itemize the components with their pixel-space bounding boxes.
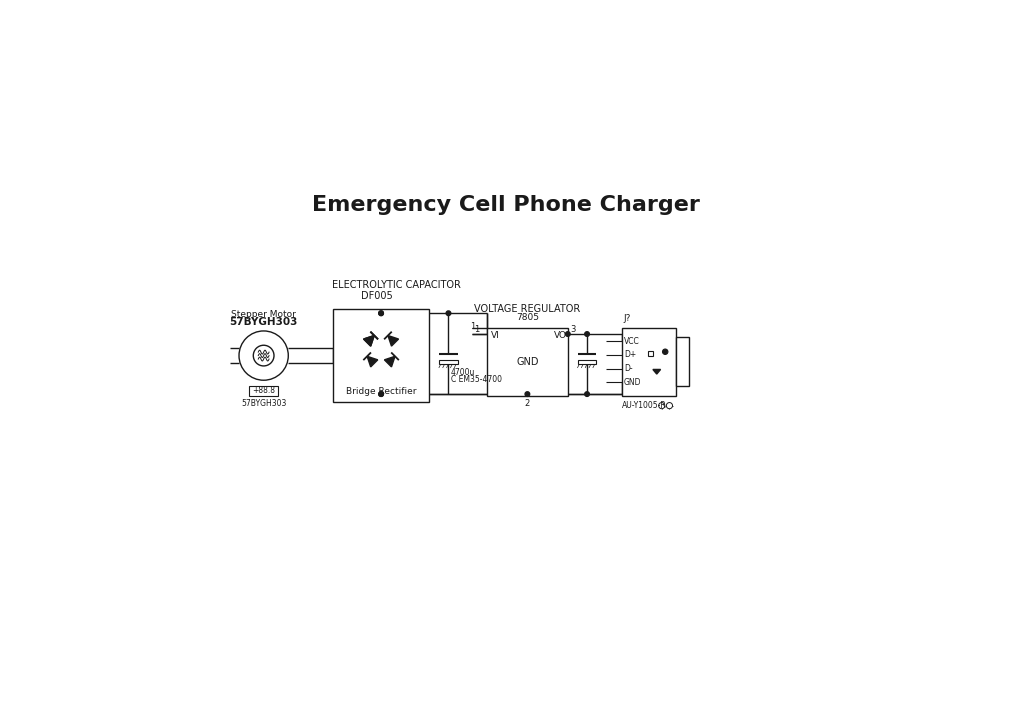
Text: VI: VI xyxy=(490,331,499,340)
Text: Emergency Cell Phone Charger: Emergency Cell Phone Charger xyxy=(312,196,701,215)
Circle shape xyxy=(666,402,672,409)
Text: 57BYGH303: 57BYGH303 xyxy=(229,316,298,327)
Text: 57BYGH303: 57BYGH303 xyxy=(241,399,286,408)
Bar xyxy=(648,351,653,356)
Text: Stepper Motor: Stepper Motor xyxy=(232,309,296,319)
Polygon shape xyxy=(388,336,398,346)
Text: J?: J? xyxy=(623,314,631,323)
Circle shape xyxy=(525,392,530,397)
Circle shape xyxy=(565,332,570,336)
Text: D-: D- xyxy=(624,364,633,373)
Text: 1: 1 xyxy=(470,322,475,331)
Text: DF005: DF005 xyxy=(361,291,393,301)
Text: 1: 1 xyxy=(474,325,479,334)
Text: 2: 2 xyxy=(525,399,530,408)
Bar xyxy=(487,328,568,395)
Polygon shape xyxy=(367,356,378,367)
Bar xyxy=(578,360,596,364)
Circle shape xyxy=(446,311,451,316)
Text: VCC: VCC xyxy=(624,337,640,346)
Text: 7805: 7805 xyxy=(516,313,539,321)
Circle shape xyxy=(379,311,383,316)
Text: VO: VO xyxy=(554,331,567,340)
Text: AU-Y1005-R: AU-Y1005-R xyxy=(622,401,666,410)
Circle shape xyxy=(379,311,383,316)
Text: D+: D+ xyxy=(624,351,636,360)
Text: GND: GND xyxy=(624,378,642,387)
Polygon shape xyxy=(364,336,374,346)
Text: GND: GND xyxy=(517,357,539,367)
Circle shape xyxy=(254,346,274,366)
Polygon shape xyxy=(364,336,374,346)
Text: C EM35-4700: C EM35-4700 xyxy=(451,375,501,384)
Text: 3: 3 xyxy=(570,325,575,334)
Bar xyxy=(249,385,278,395)
Circle shape xyxy=(658,402,665,409)
Text: ELECTROLYTIC CAPACITOR: ELECTROLYTIC CAPACITOR xyxy=(332,279,461,290)
Polygon shape xyxy=(384,356,395,367)
Circle shape xyxy=(584,332,589,336)
Text: Bridge Rectifier: Bridge Rectifier xyxy=(346,387,417,395)
Circle shape xyxy=(239,331,288,380)
Circle shape xyxy=(662,349,668,355)
Text: VOLTAGE REGULATOR: VOLTAGE REGULATOR xyxy=(474,304,580,314)
Bar xyxy=(675,337,690,386)
Text: +88.8: +88.8 xyxy=(252,386,275,395)
Bar xyxy=(333,309,430,402)
Circle shape xyxy=(584,392,589,397)
Text: 4700u: 4700u xyxy=(451,368,475,377)
Bar xyxy=(439,360,458,364)
Polygon shape xyxy=(653,370,660,374)
Bar xyxy=(622,328,675,395)
Circle shape xyxy=(379,392,383,397)
Circle shape xyxy=(379,392,383,397)
